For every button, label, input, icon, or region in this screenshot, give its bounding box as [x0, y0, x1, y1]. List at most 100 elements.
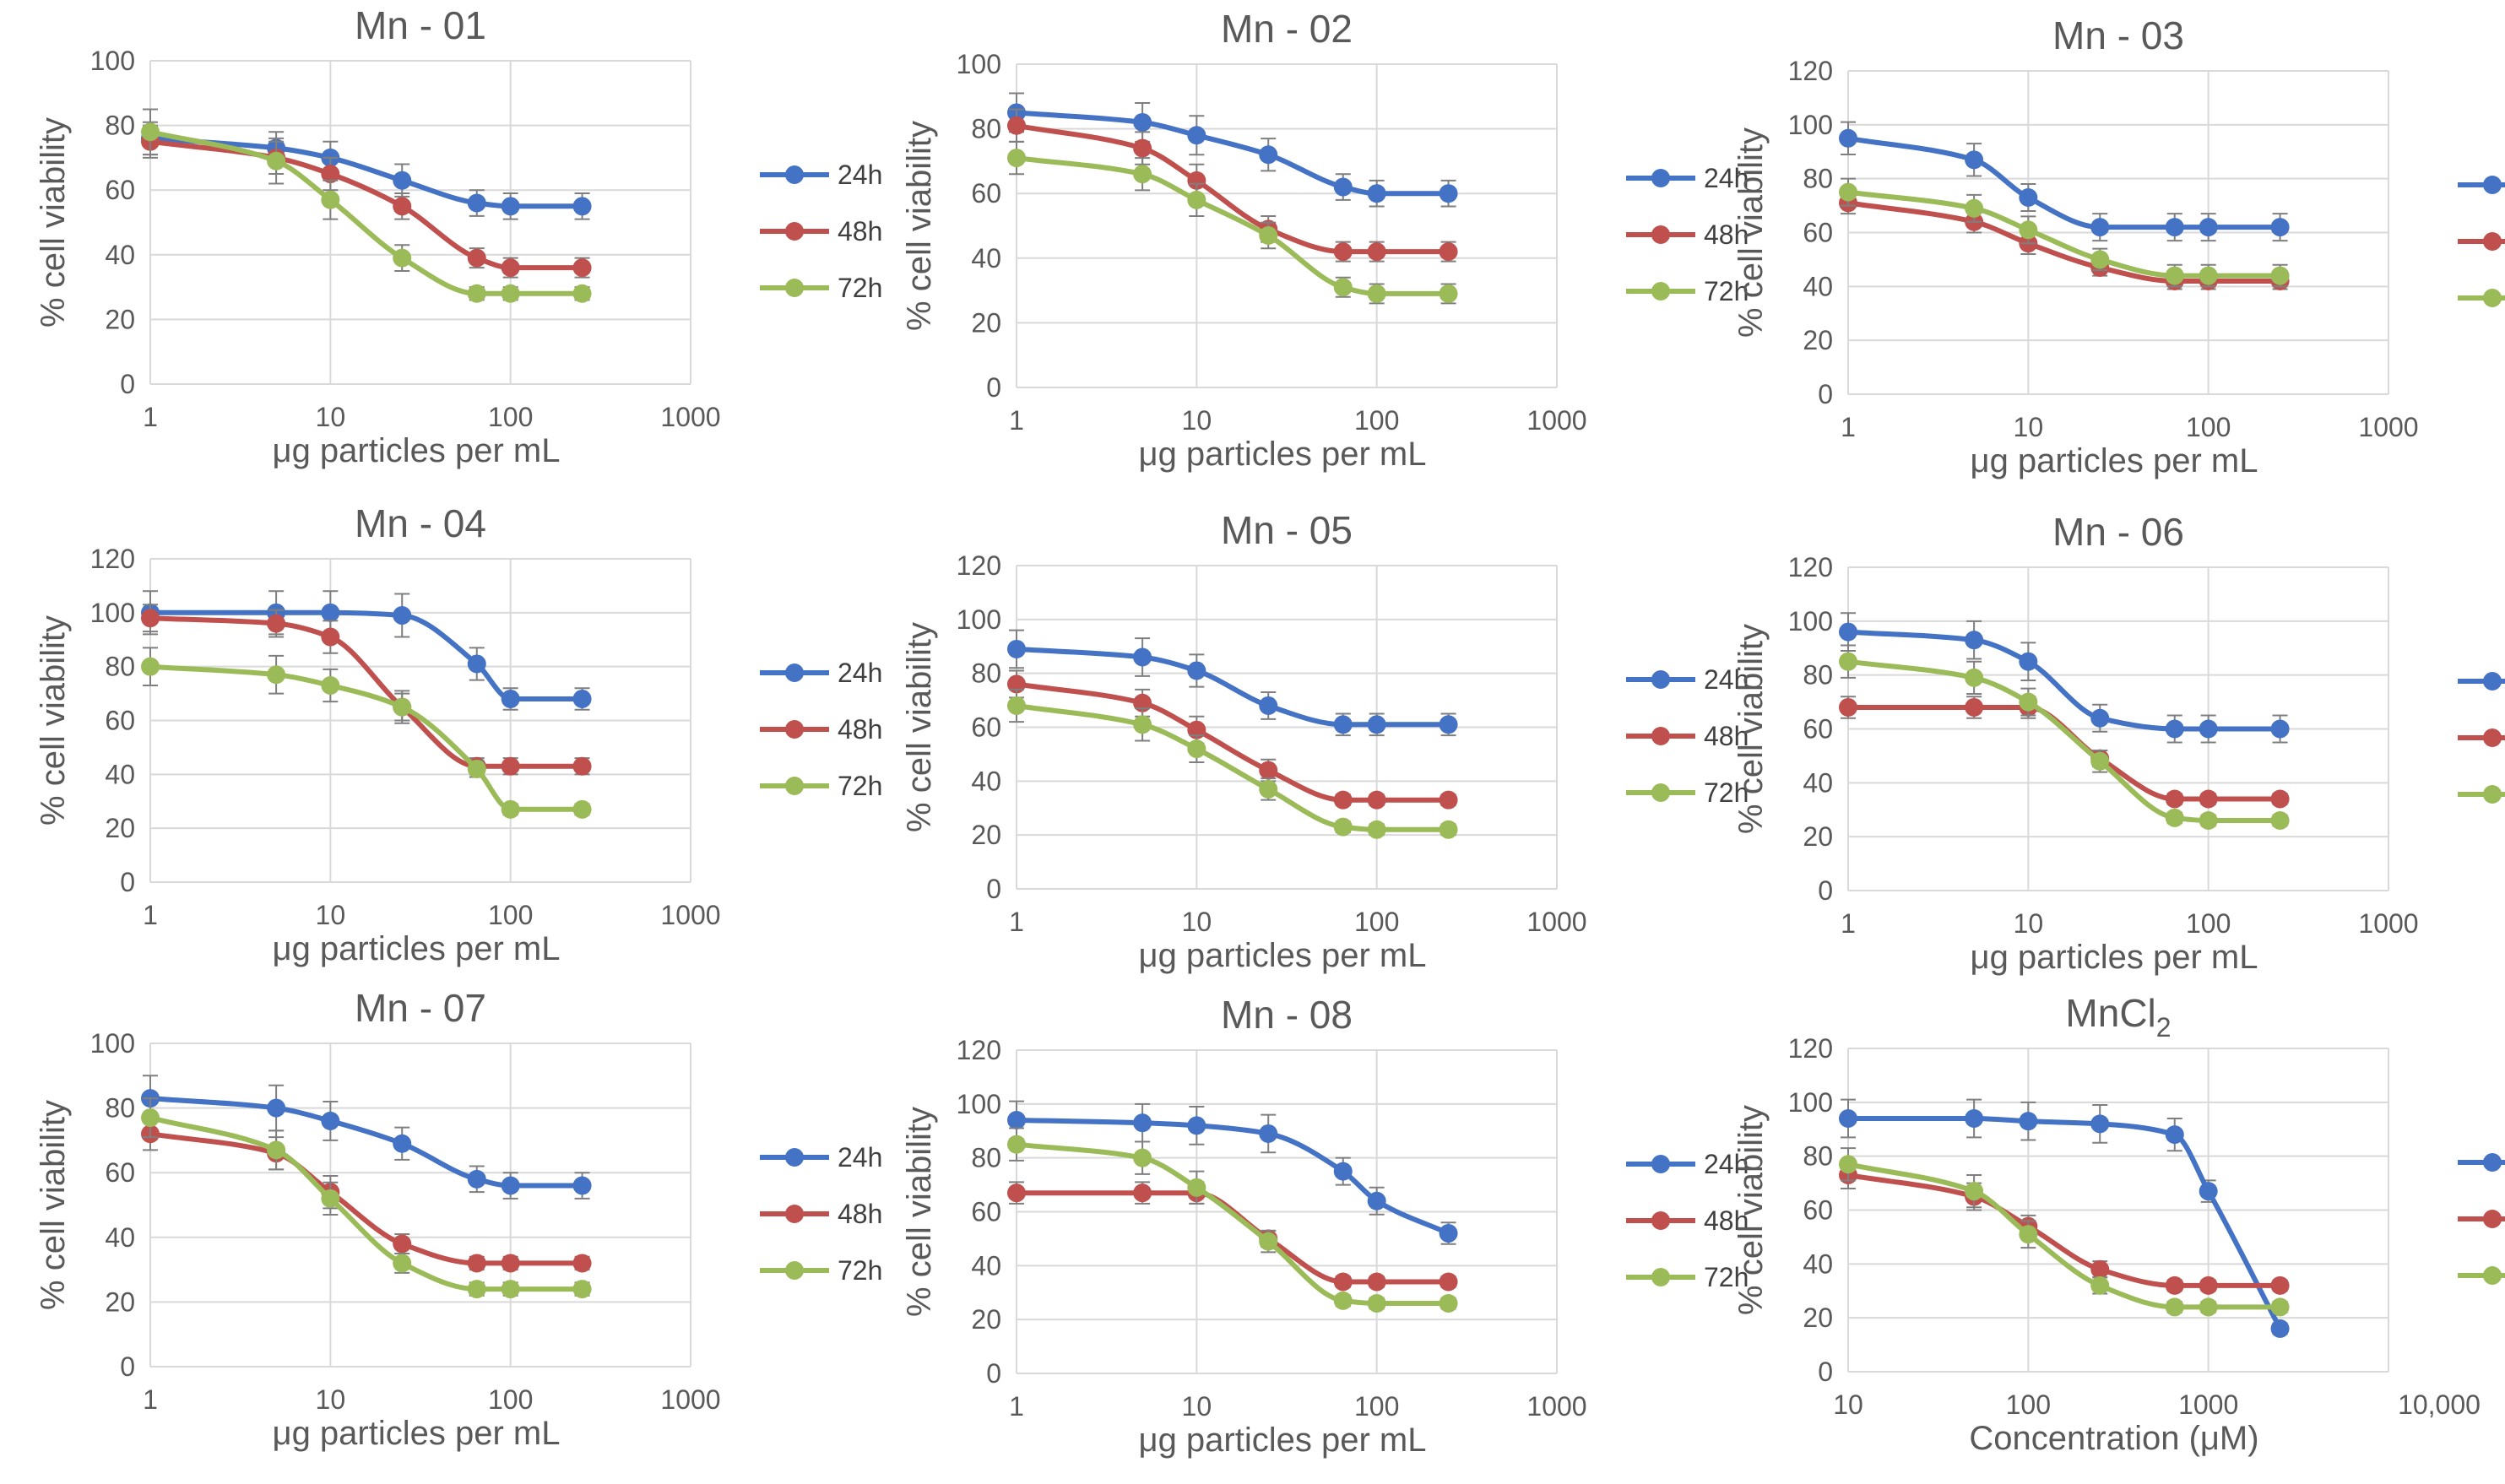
y-tick-label: 20 [1803, 325, 1833, 355]
chart-title: Mn - 01 [355, 3, 486, 47]
data-point [2270, 1297, 2290, 1317]
data-point [393, 248, 412, 268]
data-point [1439, 790, 1458, 810]
legend-label-24h: 24h [838, 1142, 882, 1173]
data-point [1439, 1294, 1458, 1313]
data-point [393, 606, 412, 626]
data-point [2270, 218, 2290, 237]
y-axis-label: % cell viability [901, 622, 938, 832]
y-tick-label: 20 [105, 1286, 135, 1317]
x-tick-label: 1000 [660, 1384, 720, 1415]
y-tick-label: 120 [957, 550, 1001, 581]
y-tick-label: 120 [90, 544, 135, 574]
x-tick-label: 1000 [2178, 1389, 2238, 1420]
data-point [1439, 715, 1458, 734]
data-point [501, 756, 520, 776]
data-point [141, 609, 160, 628]
x-axis-label: μg particles per mL [1971, 939, 2258, 976]
data-point [393, 1254, 412, 1273]
data-point [2165, 218, 2184, 237]
chart-title-text: Mn - 06 [2052, 510, 2184, 554]
legend-label-72h: 72h [1704, 777, 1749, 808]
x-tick-label: 100 [1354, 907, 1399, 937]
y-tick-label: 60 [971, 178, 1001, 209]
data-point [2019, 1112, 2038, 1131]
chart-title: MnCl2 [2065, 991, 2171, 1043]
x-axis-label: μg particles per mL [1139, 436, 1427, 473]
data-point [1367, 715, 1386, 734]
y-tick-label: 60 [971, 712, 1001, 743]
data-point [1367, 242, 1386, 262]
data-point [1965, 631, 1984, 650]
y-tick-label: 0 [1818, 1357, 1833, 1387]
chart-panel-1: 0 20 40 60 80 100 1 10 100 1000 Mn - 01 μg particle… [35, 3, 882, 469]
x-tick-label: 10 [1182, 907, 1212, 937]
data-point [1965, 150, 1984, 170]
data-point [1133, 165, 1152, 184]
y-tick-label: 100 [957, 604, 1001, 635]
data-point [2199, 789, 2218, 809]
y-tick-label: 0 [1818, 875, 1833, 906]
chart-title-text: MnCl [2065, 991, 2155, 1035]
data-point [393, 697, 412, 717]
data-point [1367, 1272, 1386, 1292]
x-tick-label: 1 [143, 402, 158, 432]
data-point [1187, 739, 1206, 759]
y-tick-label: 100 [90, 46, 135, 76]
data-point [1367, 790, 1386, 810]
legend-label-48h: 48h [1704, 219, 1749, 250]
y-tick-label: 40 [105, 759, 135, 789]
series-24h [1839, 121, 2290, 242]
data-point [1839, 1155, 1857, 1174]
y-tick-label: 60 [105, 706, 135, 736]
data-point [1133, 1113, 1152, 1133]
data-point [1133, 1183, 1152, 1203]
legend-marker-72h [1651, 282, 1670, 301]
data-point [1133, 138, 1152, 158]
y-tick-label: 100 [90, 598, 135, 628]
legend-marker-24h [785, 663, 804, 682]
x-tick-label: 10 [316, 1384, 346, 1415]
x-tick-label: 1000 [1526, 405, 1586, 436]
y-tick-label: 40 [1803, 767, 1833, 798]
data-point [1839, 652, 1857, 671]
y-axis-label: % cell viability [35, 117, 72, 328]
chart-title-subscript: 2 [2156, 1012, 2172, 1043]
data-point [2090, 1114, 2110, 1134]
y-tick-label: 60 [971, 1197, 1001, 1227]
y-tick-label: 80 [1803, 1141, 1833, 1172]
y-axis-label: % cell viability [35, 615, 72, 826]
x-tick-label: 1000 [660, 900, 720, 930]
x-tick-label: 1 [1009, 907, 1024, 937]
data-point [572, 756, 592, 776]
series-24h [1007, 629, 1458, 737]
legend-label-24h: 24h [838, 160, 882, 190]
y-axis-label: % cell viability [901, 121, 938, 331]
data-point [1839, 697, 1857, 717]
y-tick-label: 80 [971, 1143, 1001, 1173]
data-point [1259, 225, 1278, 245]
data-point [1367, 820, 1386, 839]
data-point [1007, 1110, 1026, 1129]
data-point [572, 799, 592, 819]
data-point [2165, 1297, 2184, 1317]
data-point [501, 689, 520, 708]
x-axis-label: Concentration (μM) [1969, 1420, 2258, 1457]
chart-title-text: Mn - 01 [355, 3, 486, 47]
legend-marker-48h [1651, 727, 1670, 745]
data-point [2165, 1125, 2184, 1145]
data-point [1259, 779, 1278, 799]
data-point [2199, 811, 2218, 831]
x-tick-label: 1000 [1526, 1391, 1586, 1422]
data-point [467, 759, 486, 778]
chart-title: Mn - 08 [1221, 993, 1353, 1037]
x-tick-label: 100 [1354, 1391, 1399, 1422]
data-point [572, 258, 592, 278]
x-tick-label: 10 [1182, 1391, 1212, 1422]
data-point [1839, 182, 1857, 202]
y-tick-label: 20 [971, 307, 1001, 338]
chart-panel-7: 0 20 40 60 80 100 1 10 100 1000 Mn - 07 μg particle… [35, 986, 882, 1452]
chart-title-text: Mn - 04 [355, 501, 486, 545]
